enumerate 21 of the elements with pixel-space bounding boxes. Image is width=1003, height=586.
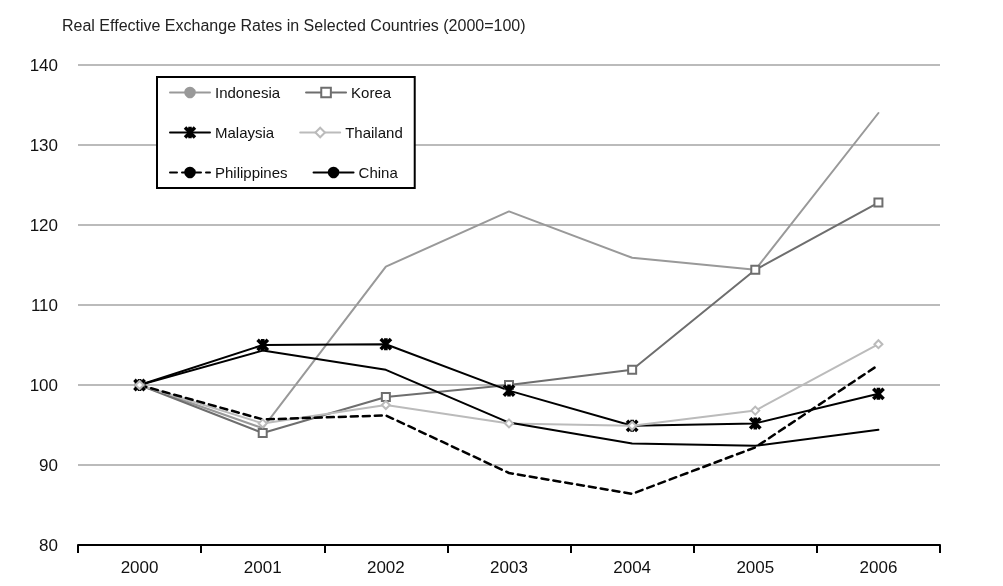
x-tick-label: 2005 — [736, 558, 775, 577]
y-tick-label: 120 — [29, 215, 58, 235]
x-tick-label: 2003 — [490, 558, 528, 577]
legend-label: Korea — [351, 84, 392, 101]
legend-label: Thailand — [345, 124, 403, 141]
legend-label: Malaysia — [215, 124, 275, 141]
x-tick-label: 2001 — [243, 558, 282, 577]
x-tick-label: 2000 — [120, 558, 159, 577]
y-tick-label: 90 — [39, 455, 58, 475]
y-tick-label: 140 — [29, 55, 58, 75]
chart-title: Real Effective Exchange Rates in Selected Countries (2000=100) — [62, 16, 526, 34]
legend-label: Philippines — [215, 164, 288, 181]
y-tick-label: 110 — [30, 295, 58, 315]
y-tick-label: 100 — [29, 375, 58, 395]
legend-label: Indonesia — [215, 84, 281, 101]
y-tick-label: 130 — [29, 135, 58, 155]
x-tick-label: 2002 — [366, 558, 405, 577]
y-tick-label: 80 — [39, 535, 58, 555]
x-tick-label: 2004 — [613, 558, 652, 577]
legend-label: China — [358, 164, 399, 181]
x-tick-label: 2006 — [859, 558, 898, 577]
